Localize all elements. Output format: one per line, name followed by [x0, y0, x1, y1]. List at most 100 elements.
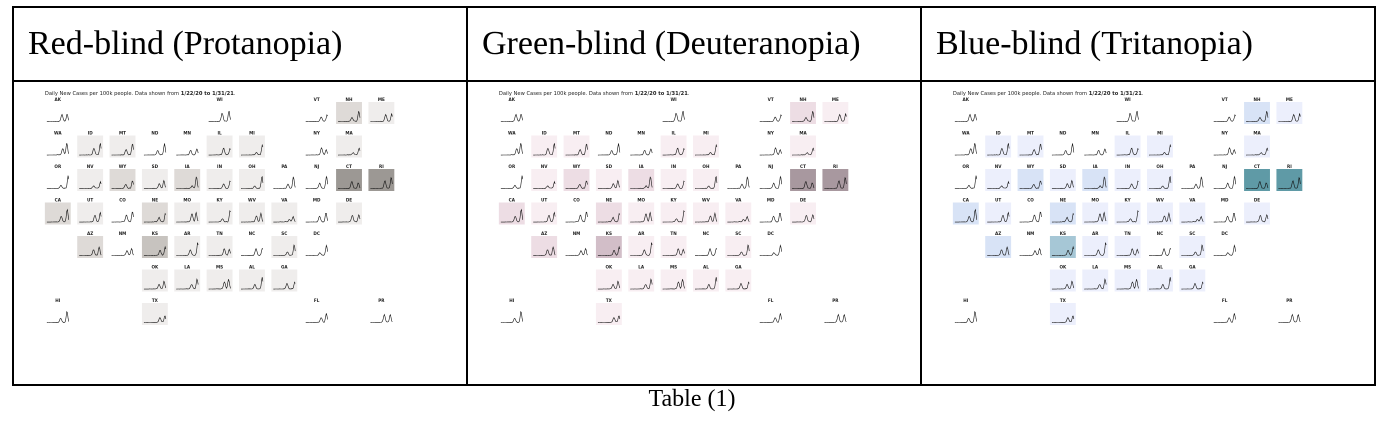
state-tile-sd: SD	[1049, 164, 1076, 191]
state-tile-bg	[206, 102, 233, 124]
state-tile-bg	[1049, 236, 1076, 258]
state-code-label: OH	[248, 164, 256, 169]
state-tile-bg	[822, 303, 849, 325]
state-tile-bg	[1114, 202, 1141, 225]
state-code-label: WI	[1125, 97, 1132, 102]
state-tile-nv: NV	[985, 164, 1012, 191]
state-tile-la: LA	[1082, 264, 1109, 292]
case-sparkline	[954, 208, 978, 223]
case-sparkline	[1019, 180, 1042, 189]
state-tile-ct: CT	[336, 164, 362, 191]
state-tile-bg	[660, 269, 687, 292]
state-tile-bg	[206, 269, 233, 292]
state-code-label: WI	[217, 97, 224, 102]
state-tile-bg	[595, 303, 622, 325]
case-sparkline	[694, 143, 718, 156]
case-sparkline	[1246, 214, 1269, 223]
state-code-label: LA	[638, 264, 645, 269]
case-sparkline	[987, 246, 1010, 256]
state-code-label: SD	[1060, 164, 1067, 169]
state-code-label: NH	[1254, 97, 1261, 102]
state-code-label: MO	[183, 197, 191, 202]
state-tile-bg	[206, 236, 233, 258]
state-code-label: IL	[217, 130, 222, 135]
state-tile-dc: DC	[757, 231, 784, 258]
state-tile-bg	[1049, 303, 1076, 325]
state-tile-vt: VT	[757, 97, 784, 124]
state-tile-bg	[1244, 169, 1270, 191]
case-sparkline	[1181, 176, 1204, 189]
case-sparkline	[143, 280, 167, 290]
state-code-label: ND	[1059, 130, 1066, 135]
state-code-label: IA	[185, 164, 191, 169]
state-tile-ky: KY	[206, 197, 233, 225]
state-tile-ny: NY	[1211, 130, 1238, 158]
state-code-label: KY	[1124, 197, 1131, 202]
state-code-label: CT	[346, 164, 352, 169]
state-code-label: MD	[1221, 197, 1229, 202]
state-tile-bg	[1179, 202, 1206, 225]
case-sparkline	[1213, 175, 1236, 189]
state-tile-bg	[725, 269, 752, 292]
state-tile-ma: MA	[336, 130, 362, 158]
state-tile-va: VA	[725, 197, 752, 225]
state-tile-mt: MT	[109, 130, 136, 158]
case-sparkline	[727, 281, 750, 290]
state-tile-ca: CA	[498, 197, 525, 225]
state-tile-bg	[141, 135, 168, 158]
state-tile-bg	[1114, 135, 1141, 158]
state-code-label: WA	[962, 130, 970, 135]
state-tile-ut: UT	[985, 197, 1012, 225]
state-tile-bg	[1211, 169, 1238, 191]
state-code-label: IA	[639, 164, 645, 169]
state-tile-bg	[531, 169, 558, 191]
state-tile-bg	[1276, 169, 1303, 191]
state-tile-bg	[1114, 236, 1141, 258]
state-tile-bg	[985, 169, 1012, 191]
state-tile-bg	[1114, 102, 1141, 124]
state-code-label: LA	[1092, 264, 1099, 269]
state-code-label: CA	[963, 197, 970, 202]
case-sparkline	[1116, 147, 1139, 156]
state-tile-ma: MA	[1244, 130, 1270, 158]
header-cell-deuteranopia: Green-blind (Deuteranopia)	[466, 6, 922, 82]
state-code-label: MS	[670, 264, 677, 269]
state-tile-bg	[757, 102, 784, 124]
state-tile-de: DE	[336, 197, 362, 225]
state-code-label: OK	[151, 264, 159, 269]
header-protanopia: Red-blind (Protanopia)	[28, 25, 343, 62]
state-tile-nd: ND	[141, 130, 168, 158]
state-tile-wa: WA	[44, 130, 71, 158]
state-code-label: NE	[152, 197, 158, 202]
case-sparkline	[338, 147, 361, 156]
case-sparkline	[630, 278, 653, 290]
state-code-label: IN	[217, 164, 223, 169]
state-tile-nm: NM	[563, 231, 590, 258]
state-code-label: ME	[832, 97, 839, 102]
state-tile-fl: FL	[303, 298, 330, 325]
case-sparkline	[533, 211, 556, 223]
state-tile-bg	[563, 202, 590, 225]
state-tile-bg	[693, 269, 719, 292]
state-tile-bg	[660, 135, 687, 158]
state-code-label: OR	[962, 164, 970, 169]
state-tile-bg	[563, 135, 590, 158]
case-sparkline	[1051, 212, 1075, 223]
case-sparkline	[143, 245, 167, 256]
covid-tile-map-deuteranopia: Daily New Cases per 100k people. Data sh…	[498, 91, 849, 325]
case-sparkline	[987, 180, 1010, 189]
state-tile-wa: WA	[498, 130, 525, 158]
state-tile-bg	[174, 135, 201, 158]
state-tile-az: AZ	[531, 231, 558, 258]
state-tile-id: ID	[985, 130, 1012, 158]
state-tile-me: ME	[368, 97, 395, 124]
case-sparkline	[111, 180, 134, 189]
state-code-label: NY	[767, 130, 774, 135]
state-tile-bg	[725, 202, 752, 225]
state-tile-bg	[790, 202, 816, 225]
state-tile-bg	[141, 202, 168, 225]
state-tile-bg	[303, 135, 330, 158]
state-tile-va: VA	[271, 197, 298, 225]
state-code-label: NY	[313, 130, 320, 135]
state-tile-bg	[77, 135, 104, 158]
